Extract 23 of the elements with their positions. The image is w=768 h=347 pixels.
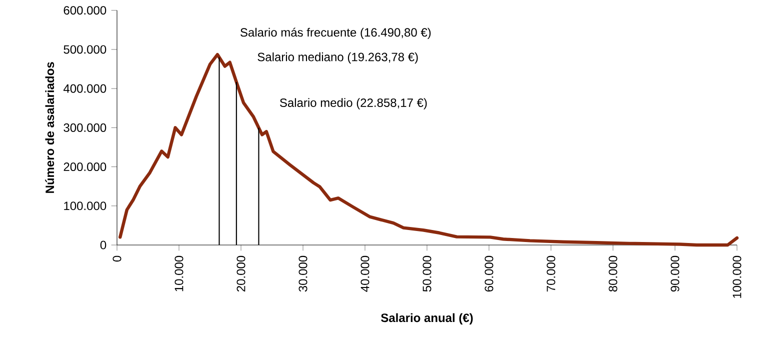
x-tick-label: 50.000 [422,256,432,292]
x-axis-title: Salario anual (€) [381,313,473,324]
x-tick-label: 70.000 [546,256,556,292]
y-axis-title: Número de asalariados [45,62,54,193]
x-tick-label: 90.000 [670,256,680,292]
y-tick-label: 500.000 [64,45,106,54]
x-tick-label: 100.000 [732,256,742,298]
y-tick-label: 300.000 [64,123,106,132]
y-tick-label: 0 [100,240,106,250]
y-tick-label: 200.000 [64,162,106,172]
ref-line-label: Salario más frecuente (16.490,80 €) [240,28,431,40]
y-tick-label: 600.000 [64,6,106,15]
ref-line-label: Salario mediano (19.263,78 €) [258,52,418,64]
y-tick-label: 100.000 [64,202,106,210]
x-tick-label: 30.000 [298,256,308,292]
x-tick-label: 40.000 [360,256,370,292]
x-tick-label: 0 [112,256,122,262]
y-tick-label: 400.000 [63,84,106,93]
x-tick-label: 20.000 [236,256,246,292]
x-tick-label: 80.000 [608,256,618,292]
x-tick-label: 10.000 [174,256,184,292]
x-tick-label: 60.000 [484,256,494,292]
ref-line-label: Salario medio (22.858,17 €) [280,98,427,110]
